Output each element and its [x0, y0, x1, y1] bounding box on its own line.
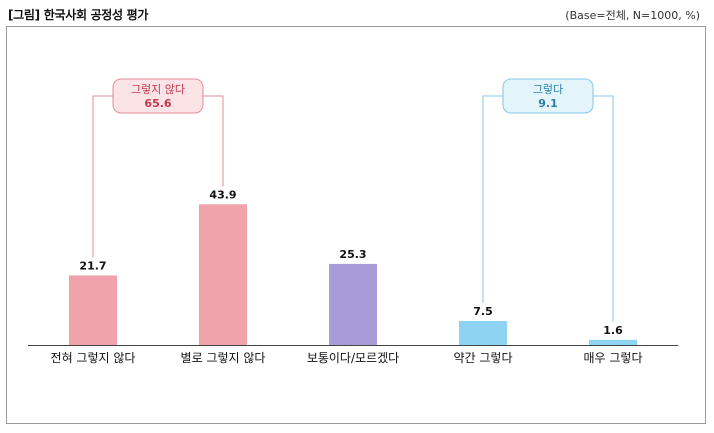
bar-2	[199, 204, 247, 345]
category-label-5: 매우 그렇다	[583, 350, 642, 365]
value-label-4: 7.5	[473, 305, 493, 318]
category-label-4: 약간 그렇다	[453, 350, 512, 365]
category-label-1: 전혀 그렇지 않다	[51, 350, 136, 365]
group-label-2: 그렇다	[533, 83, 563, 96]
group-connector-1	[92, 95, 224, 258]
group-connector-2	[482, 95, 614, 322]
value-labels: 21.7 43.9 25.3 7.5 1.6	[79, 188, 623, 337]
group-value-1: 65.6	[144, 97, 171, 110]
bar-5	[589, 339, 637, 345]
bars	[69, 204, 637, 345]
category-labels: 전혀 그렇지 않다 별로 그렇지 않다 보통이다/모르겠다 약간 그렇다 매우 그렇다	[51, 350, 643, 365]
bar-3	[329, 263, 377, 345]
group-box-1	[112, 78, 204, 114]
value-label-5: 1.6	[603, 324, 623, 337]
bar-4	[459, 320, 507, 345]
value-label-1: 21.7	[79, 259, 106, 272]
chart-title: [그림] 한국사회 공정성 평가	[8, 8, 149, 22]
category-label-3: 보통이다/모르겠다	[307, 351, 399, 365]
base-note: (Base=전체, N=1000, %)	[565, 9, 700, 22]
group-connectors	[92, 95, 614, 322]
bar-1	[69, 275, 117, 345]
group-value-2: 9.1	[538, 97, 558, 110]
group-box-2	[502, 78, 594, 114]
chart-frame	[6, 26, 706, 424]
group-label-1: 그렇지 않다	[131, 83, 185, 96]
value-label-2: 43.9	[209, 188, 236, 201]
category-label-2: 별로 그렇지 않다	[181, 350, 266, 365]
value-label-3: 25.3	[339, 248, 366, 261]
